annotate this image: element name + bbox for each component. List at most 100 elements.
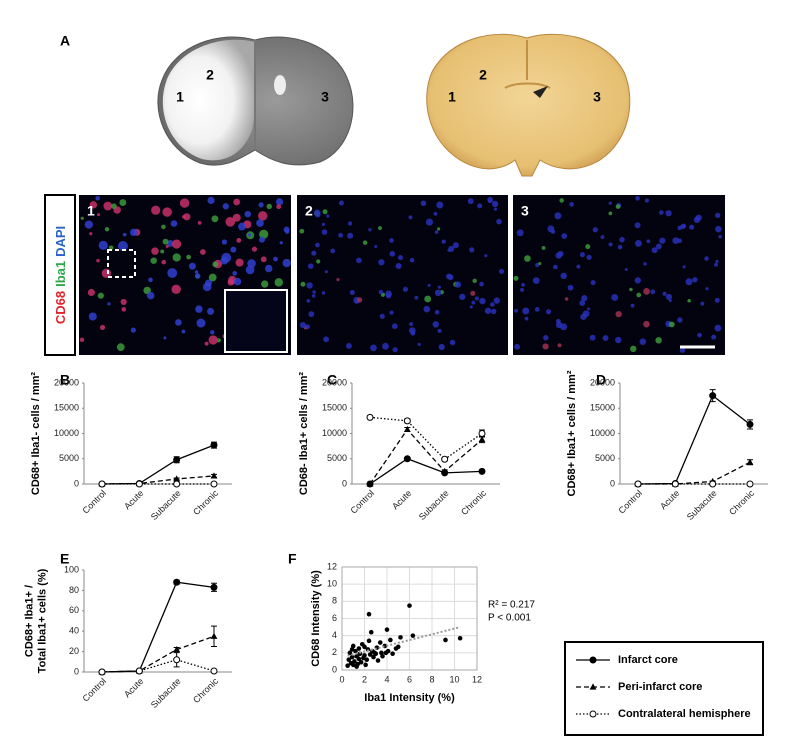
cell	[437, 285, 441, 289]
cell	[84, 220, 93, 229]
cell	[409, 257, 415, 263]
cell	[227, 278, 235, 286]
stain-name: DAPI	[53, 226, 68, 257]
cell	[646, 239, 651, 244]
cell	[479, 281, 484, 287]
cell	[216, 338, 221, 343]
cell	[258, 211, 268, 221]
marker	[709, 480, 717, 488]
cell	[210, 330, 215, 335]
cell	[378, 289, 384, 295]
cell	[718, 234, 722, 239]
series-line	[369, 428, 483, 485]
cell	[602, 335, 609, 341]
y-tick-label: 20	[69, 646, 79, 656]
cell	[238, 222, 246, 231]
cell	[477, 203, 483, 209]
cell	[108, 245, 114, 251]
cell	[103, 201, 113, 211]
point	[368, 629, 374, 635]
marker	[746, 420, 754, 428]
cell	[389, 310, 394, 315]
cell	[321, 229, 328, 235]
cell	[163, 336, 167, 340]
cell	[346, 343, 352, 349]
cell	[347, 221, 353, 226]
cell	[634, 277, 641, 284]
cell	[230, 246, 237, 253]
cell	[368, 228, 372, 232]
legend-label: Contralateral hemisphere	[618, 708, 751, 720]
cell	[233, 277, 242, 286]
x-tick-label: Control	[81, 676, 109, 704]
cell	[172, 253, 181, 262]
cell	[651, 247, 658, 254]
marker	[746, 480, 754, 488]
marker	[210, 667, 218, 675]
cell	[274, 278, 283, 287]
cell	[382, 342, 389, 350]
cell	[433, 211, 438, 216]
cell	[449, 339, 456, 346]
y-tick-label: 10	[327, 579, 337, 589]
cell	[576, 264, 581, 269]
marker	[98, 480, 106, 488]
x-tick-label: Acute	[390, 488, 413, 511]
cell	[446, 273, 452, 280]
y-tick-label: 12	[327, 561, 337, 571]
cell	[521, 283, 525, 287]
region-label: 1	[176, 89, 184, 105]
cell	[542, 343, 549, 350]
cell	[392, 347, 398, 353]
cell	[80, 216, 84, 220]
cell	[432, 321, 439, 328]
cell	[424, 295, 432, 303]
cell	[590, 280, 596, 286]
cell	[436, 201, 444, 209]
cell	[211, 215, 219, 223]
point	[384, 627, 390, 632]
cell	[624, 268, 628, 272]
cell	[188, 262, 196, 270]
cell	[129, 228, 138, 237]
marker	[478, 430, 486, 437]
point	[346, 657, 352, 662]
cell	[470, 290, 476, 296]
y-tick-label: 10000	[590, 428, 615, 438]
cell	[311, 294, 316, 298]
cell	[204, 341, 209, 346]
cell	[611, 293, 619, 301]
marker	[671, 480, 679, 488]
cell	[167, 268, 178, 278]
y-tick-label: 15000	[590, 403, 615, 413]
cell	[454, 281, 462, 288]
cell	[122, 232, 127, 237]
x-tick-label: 2	[362, 674, 367, 684]
cell	[117, 241, 128, 251]
cell	[474, 296, 479, 301]
cell	[311, 250, 317, 256]
cell	[194, 270, 199, 274]
point	[352, 659, 357, 664]
cell	[315, 242, 320, 248]
cell	[643, 320, 650, 328]
cell	[409, 322, 413, 327]
cell	[685, 278, 693, 286]
legend-marker	[589, 710, 597, 718]
marker	[173, 475, 181, 482]
cell	[541, 246, 546, 250]
cell	[98, 240, 108, 251]
cell	[378, 259, 385, 266]
point	[358, 659, 364, 665]
cell	[484, 307, 492, 314]
x-tick-label: 6	[407, 674, 412, 684]
cell	[79, 337, 85, 343]
cell	[427, 283, 431, 287]
y-axis-label: CD68+ Iba1- cells / mm²	[30, 372, 42, 496]
marker	[366, 480, 374, 487]
cell	[308, 311, 315, 318]
x-tick-label: Chronic	[191, 488, 220, 517]
cell	[171, 284, 181, 295]
x-tick-label: Control	[349, 488, 377, 516]
cell	[434, 310, 440, 315]
